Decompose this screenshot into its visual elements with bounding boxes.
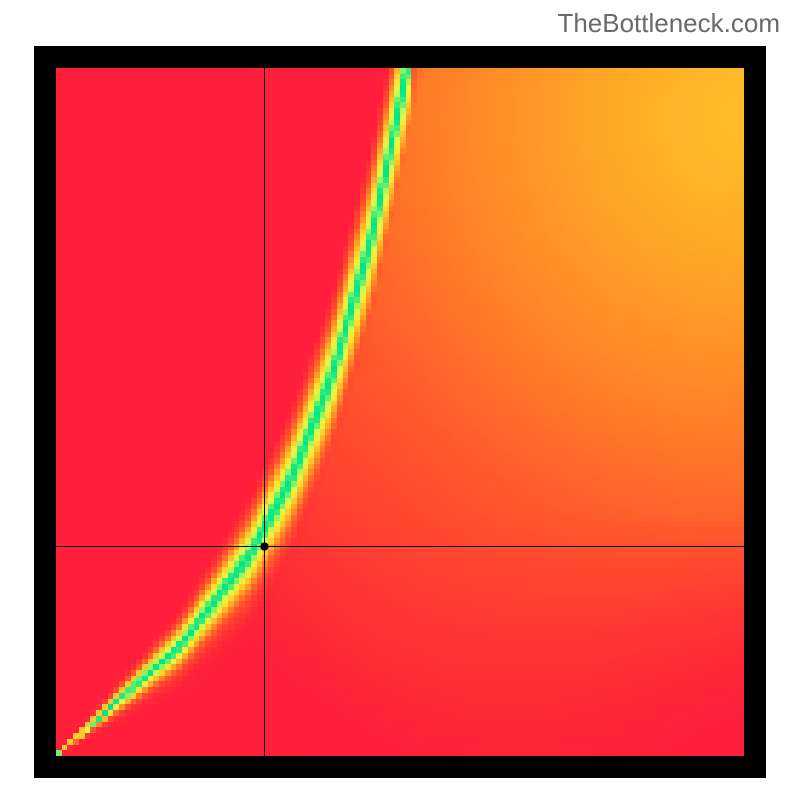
watermark-text: TheBottleneck.com — [557, 8, 780, 39]
heatmap-canvas — [56, 68, 744, 756]
heatmap-frame — [34, 46, 766, 778]
page: TheBottleneck.com — [0, 0, 800, 800]
heatmap-inner — [56, 68, 744, 756]
